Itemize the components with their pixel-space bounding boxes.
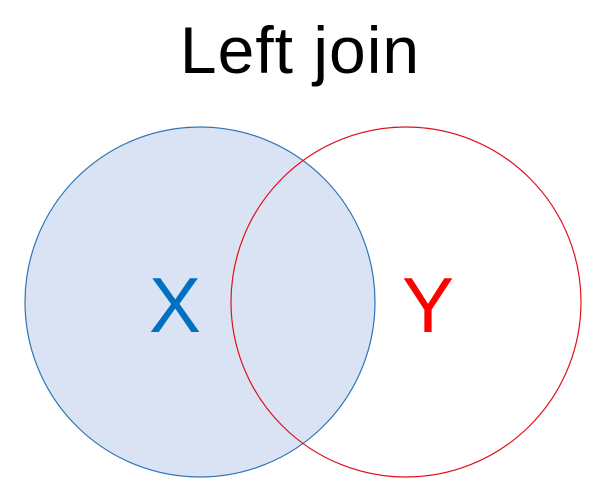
- diagram-title: Left join: [179, 13, 421, 87]
- set-y-label: Y: [402, 261, 454, 349]
- set-y-circle: [230, 126, 582, 478]
- set-x-circle: [24, 126, 376, 478]
- set-x-label: X: [149, 261, 201, 349]
